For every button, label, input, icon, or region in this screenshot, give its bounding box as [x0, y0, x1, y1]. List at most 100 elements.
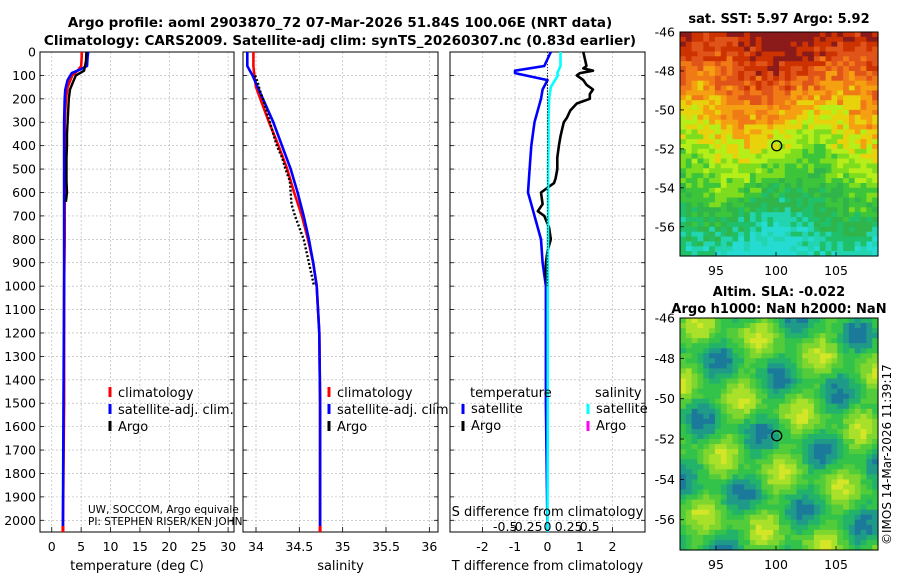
map-cell: [860, 134, 867, 140]
map-cell: [825, 100, 832, 106]
map-cell: [709, 51, 716, 57]
map-cell: [790, 418, 797, 425]
map-cell: [720, 504, 728, 511]
map-cell: [732, 51, 739, 57]
map-cell: [761, 105, 768, 111]
map-cell: [837, 423, 844, 430]
map-cell: [703, 393, 710, 400]
map-cell: [755, 545, 763, 551]
map-cell: [697, 388, 704, 395]
map-cell: [732, 449, 739, 455]
map-cell: [749, 100, 757, 106]
map-cell: [802, 144, 809, 150]
map-cell: [744, 56, 751, 62]
map-cell: [802, 56, 809, 62]
map-cell: [726, 51, 733, 57]
map-cell: [697, 393, 704, 400]
map-cell: [831, 75, 838, 82]
map-cell: [831, 454, 838, 460]
map-cell: [784, 454, 792, 460]
map-cell: [714, 545, 722, 551]
map-cell: [825, 56, 832, 62]
map-cell: [796, 197, 803, 204]
map-cell: [767, 353, 774, 359]
map-cell: [808, 85, 815, 92]
map-cell: [755, 378, 763, 385]
x-tick-label: 25: [191, 539, 207, 554]
map-cell: [773, 144, 780, 150]
map-cell: [755, 439, 763, 445]
map-cell: [813, 221, 821, 228]
map-cell: [813, 95, 821, 101]
map-cell: [726, 539, 733, 546]
map-cell: [866, 134, 873, 140]
map-cell: [738, 474, 745, 480]
map-cell: [714, 454, 722, 460]
map-cell: [738, 212, 745, 218]
map-cell: [802, 529, 809, 536]
map-cell: [726, 524, 733, 531]
map-cell: [680, 46, 687, 53]
map-cell: [779, 158, 786, 165]
map-cell: [767, 539, 774, 546]
x-tick-label: 10: [103, 539, 119, 554]
map-cell: [802, 484, 809, 490]
map-cell: [738, 207, 745, 213]
map-cell: [802, 444, 809, 450]
map-cell: [843, 173, 850, 179]
map-cell: [779, 318, 786, 324]
map-cell: [808, 474, 815, 480]
map-cell: [703, 173, 710, 179]
map-cell: [744, 338, 751, 344]
map-cell: [749, 393, 757, 400]
map-cell: [848, 71, 856, 77]
map-cell: [726, 509, 733, 516]
map-cell: [813, 51, 821, 57]
map-cell: [784, 124, 792, 130]
map-cell: [819, 393, 827, 400]
map-cell: [697, 148, 704, 155]
map-cell: [872, 90, 879, 96]
map-cell: [703, 231, 710, 238]
map-cell: [825, 41, 832, 48]
map-cell: [843, 56, 850, 62]
map-cell: [732, 383, 739, 390]
map-cell: [773, 398, 780, 405]
map-cell: [703, 368, 710, 374]
map-cell: [761, 183, 768, 189]
map-cell: [697, 221, 704, 228]
map-cell: [738, 197, 745, 204]
map-cell: [796, 494, 803, 501]
map-cell: [779, 439, 786, 445]
map-cell: [808, 207, 815, 213]
map-cell: [831, 383, 838, 390]
map-cell: [860, 114, 867, 121]
map-cell: [720, 168, 728, 174]
map-cell: [697, 373, 704, 380]
map-cell: [784, 61, 792, 67]
map-cell: [691, 383, 698, 390]
map-cell: [860, 494, 867, 501]
map-cell: [860, 378, 867, 385]
x-tick-label: -2: [476, 539, 488, 554]
map-cell: [866, 197, 873, 204]
map-cell: [773, 163, 780, 169]
map-cell: [866, 163, 873, 169]
map-cell: [854, 504, 862, 511]
map-cell: [703, 183, 710, 189]
map-cell: [691, 388, 698, 395]
map-cell: [854, 173, 862, 179]
map-cell: [738, 413, 745, 420]
map-cell: [819, 129, 827, 135]
map-cell: [866, 353, 873, 359]
map-cell: [761, 328, 768, 334]
map-cell: [790, 187, 797, 194]
map-cell: [697, 358, 704, 364]
map-cell: [714, 484, 722, 490]
map-cell: [819, 444, 827, 450]
map-cell: [691, 358, 698, 364]
plot-area: [40, 52, 234, 532]
s-tick-label: 0.25: [555, 519, 583, 534]
map-cell: [703, 85, 710, 92]
map-cell: [755, 153, 763, 160]
